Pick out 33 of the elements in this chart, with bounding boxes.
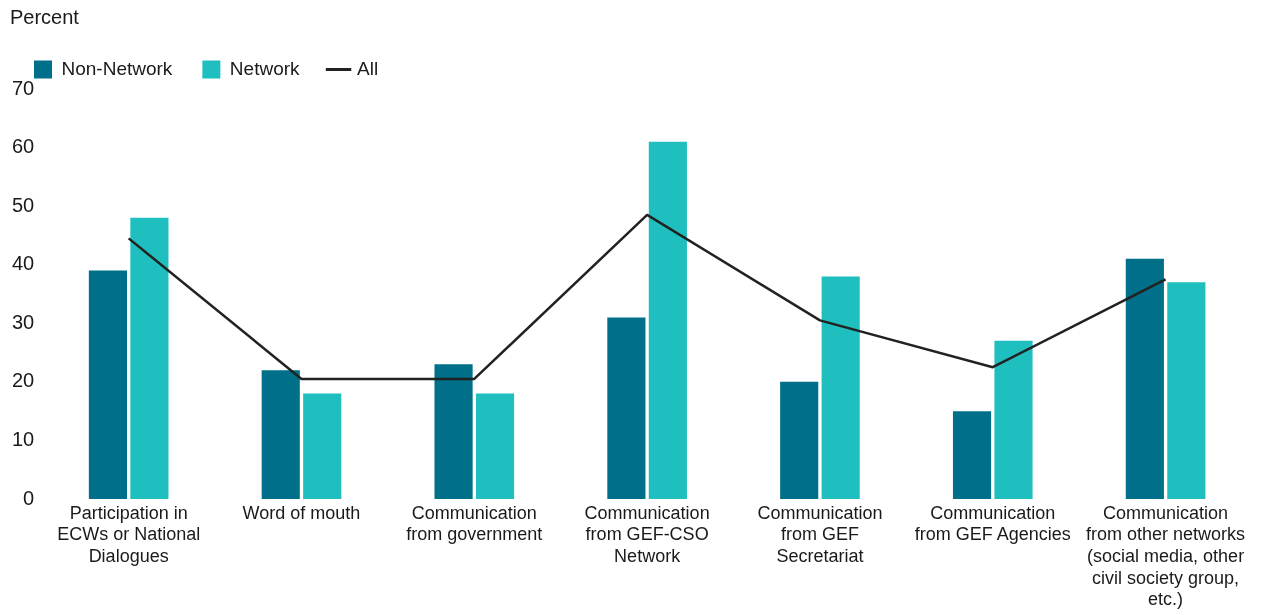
- y-tick-label: 40: [12, 252, 35, 275]
- y-tick-label: 0: [23, 486, 35, 509]
- bar: [821, 276, 860, 499]
- bar: [994, 340, 1033, 499]
- x-tick-label: Word of mouth: [242, 502, 361, 523]
- bar: [780, 381, 819, 499]
- y-tick-label: 30: [12, 310, 35, 333]
- y-tick-label: 50: [12, 193, 35, 216]
- x-tick-label: Communication from GEF-CSO Network: [584, 502, 710, 566]
- x-tick-label: Communication from GEF Agencies: [914, 502, 1071, 545]
- y-axis-title: Percent: [10, 5, 80, 28]
- y-tick-label: 70: [12, 76, 35, 99]
- y-tick-label: 20: [12, 369, 35, 392]
- bar: [1167, 282, 1206, 499]
- bar: [648, 141, 687, 499]
- legend-label: Non-Network: [61, 57, 173, 79]
- bar: [261, 370, 300, 499]
- y-tick-label: 10: [12, 427, 35, 450]
- bar: [1125, 258, 1164, 499]
- bar: [952, 411, 992, 499]
- x-tick-label: Participation in ECWs or National Dialogues: [57, 502, 201, 566]
- bar: [434, 364, 473, 499]
- x-tick-label: Communication from GEF Secretariat: [757, 502, 883, 566]
- bar: [88, 270, 127, 499]
- bar: [130, 217, 169, 499]
- bar: [475, 393, 515, 499]
- x-tick-label: Communication from other networks (social media, other civil society group, etc.): [1086, 502, 1246, 610]
- bar: [303, 393, 342, 499]
- legend-label: All: [357, 57, 379, 79]
- x-tick-label: Communication from government: [406, 502, 543, 545]
- y-tick-label: 60: [12, 135, 35, 158]
- legend-label: Network: [229, 57, 301, 79]
- bar: [607, 317, 646, 499]
